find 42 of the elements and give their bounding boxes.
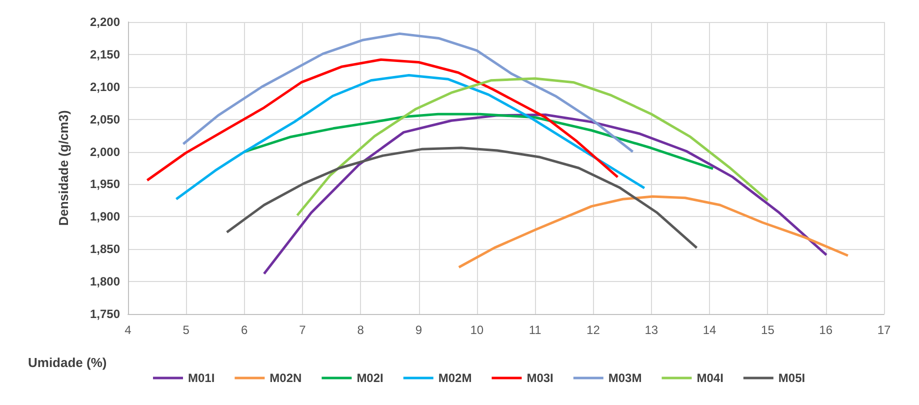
x-tick-label: 4 (124, 323, 132, 337)
legend-label: M05I (778, 371, 806, 385)
line-series (243, 112, 714, 170)
x-tick-label: 5 (182, 323, 190, 337)
y-tick-label: 2,000 (90, 144, 120, 159)
x-tick-label: 7 (299, 323, 306, 337)
legend-label: M02I (356, 371, 384, 385)
y-tick-label: 1,750 (90, 307, 120, 321)
legend-label: M04I (696, 371, 724, 385)
legend-label: M03M (608, 371, 642, 385)
x-tick-label: 8 (357, 323, 364, 337)
legend-label: M01I (188, 371, 215, 385)
x-tick-label: 17 (877, 323, 891, 337)
legend-label: M02N (270, 371, 302, 385)
x-tick-label: 10 (470, 323, 484, 337)
x-tick-label: 13 (644, 323, 658, 337)
legend-label: M02M (438, 371, 472, 385)
y-tick-label: 2,200 (90, 15, 120, 29)
line-series (458, 195, 850, 269)
y-tick-label: 1,850 (90, 242, 120, 256)
y-tick-label: 2,100 (90, 80, 120, 94)
line-series (262, 114, 828, 276)
y-tick-label: 2,150 (90, 47, 120, 62)
y-tick-label: 1,800 (90, 274, 120, 289)
x-tick-label: 14 (702, 323, 717, 337)
y-tick-label: 1,900 (90, 210, 120, 224)
x-tick-label: 9 (415, 323, 422, 337)
x-tick-label: 15 (761, 323, 775, 337)
y-tick-label: 2,050 (90, 112, 120, 126)
x-tick-label: 12 (586, 323, 600, 337)
legend-label: M03I (526, 371, 554, 385)
line-series (296, 77, 769, 217)
y-axis-title: Densidade (g/cm3) (56, 110, 71, 226)
x-tick-label: 11 (528, 323, 542, 337)
line-series (146, 58, 619, 182)
x-tick-label: 6 (240, 323, 248, 337)
y-tick-label: 1,950 (90, 177, 120, 192)
x-tick-label: 16 (819, 323, 833, 337)
line-series (175, 74, 646, 200)
line-series (226, 146, 698, 250)
x-axis-title: Umidade (%) (28, 355, 107, 370)
line-series (182, 32, 634, 154)
